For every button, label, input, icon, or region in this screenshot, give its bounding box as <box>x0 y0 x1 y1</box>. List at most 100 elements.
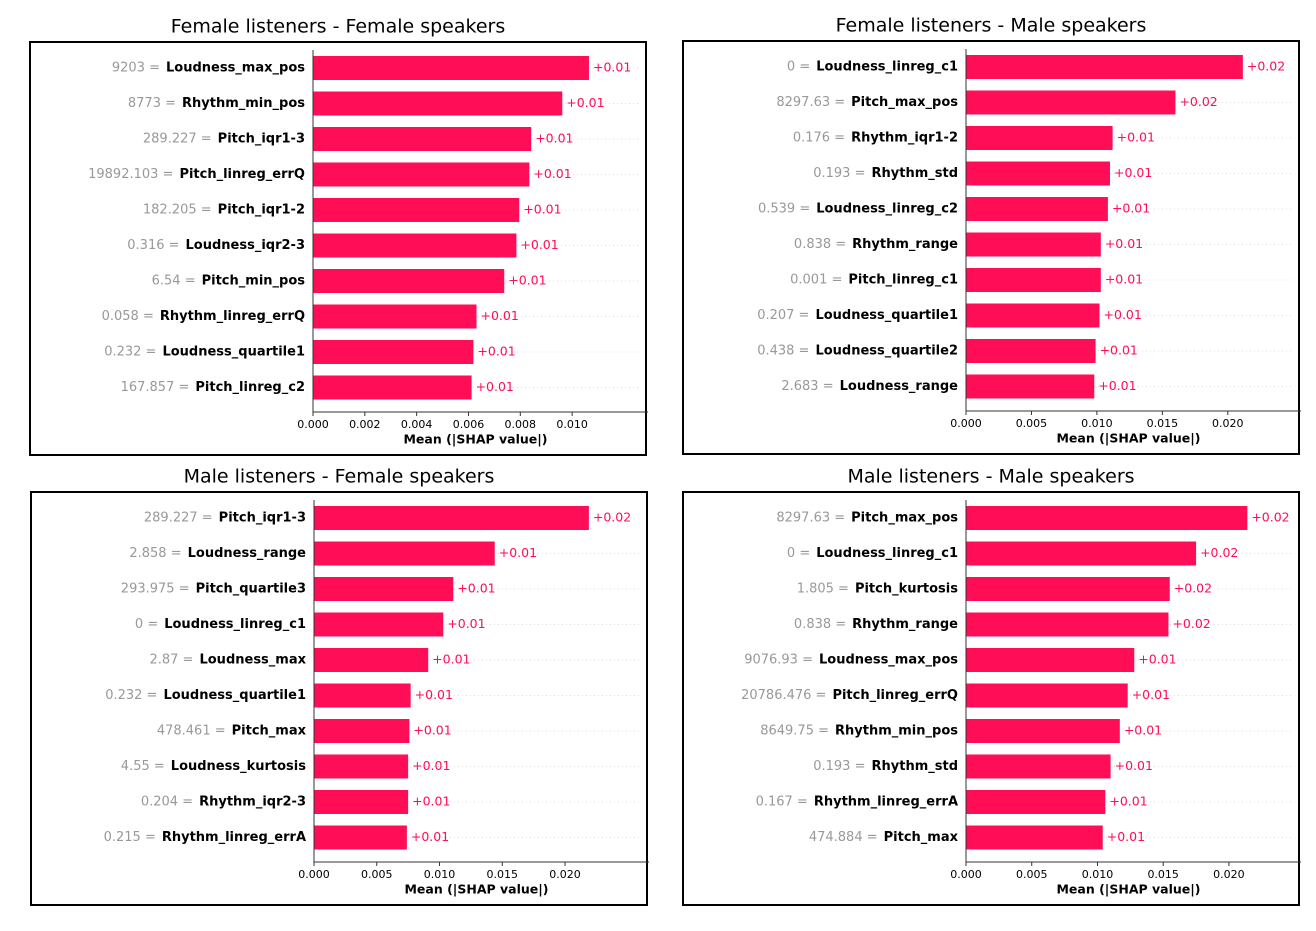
feature-name: Rhythm_iqr1-2 <box>851 131 958 146</box>
feature-value: 8773 = <box>128 96 176 111</box>
chart-panel: +0.02 Pitch_iqr1-3 289.227 = +0.01 Loudness_… <box>30 491 649 906</box>
feature-name: Pitch_max_pos <box>851 511 958 526</box>
feature-name: Pitch_linreg_errQ <box>179 167 305 182</box>
bar <box>966 683 1128 708</box>
feature-value: 4.55 = <box>121 759 165 774</box>
value-label: +0.01 <box>520 237 558 252</box>
value-label: +0.01 <box>1124 723 1162 738</box>
feature-value: 0.167 = <box>756 795 808 810</box>
feature-value: 1.805 = <box>797 582 849 597</box>
bar <box>966 790 1106 814</box>
bar <box>314 612 444 637</box>
feature-name: Rhythm_linreg_errQ <box>160 309 305 324</box>
feature-name: Pitch_iqr1-3 <box>218 132 305 147</box>
bar <box>314 541 495 566</box>
feature-value: 293.975 = <box>121 582 190 597</box>
feature-name: Loudness_linreg_c1 <box>816 60 958 75</box>
value-label: +0.01 <box>1105 236 1143 251</box>
value-label: +0.01 <box>1104 307 1142 322</box>
feature-value: 8297.63 = <box>776 95 845 110</box>
feature-value: 19892.103 = <box>88 167 173 182</box>
feature-name: Pitch_iqr1-2 <box>218 203 305 218</box>
bar <box>314 506 589 530</box>
bar <box>313 198 520 222</box>
value-label: +0.01 <box>1117 130 1155 145</box>
feature-name: Pitch_max <box>232 724 307 739</box>
value-label: +0.01 <box>411 829 449 844</box>
feature-value: 0.193 = <box>813 759 865 774</box>
feature-name: Loudness_linreg_c1 <box>164 617 306 632</box>
feature-name: Pitch_linreg_c1 <box>848 273 958 288</box>
bar <box>966 577 1170 601</box>
value-label: +0.01 <box>432 652 470 667</box>
value-label: +0.02 <box>1251 510 1289 525</box>
bar <box>966 268 1101 292</box>
x-tick-label: 0.010 <box>424 868 456 881</box>
bar <box>314 790 409 814</box>
x-tick-label: 0.015 <box>1147 868 1179 881</box>
value-label: +0.01 <box>535 131 573 146</box>
panel-border <box>30 491 648 906</box>
bar <box>966 90 1176 115</box>
bar <box>313 304 477 329</box>
value-label: +0.01 <box>1109 794 1147 809</box>
bar <box>313 127 532 151</box>
feature-value: 0.193 = <box>813 166 865 181</box>
feature-value: 0.215 = <box>104 830 156 845</box>
value-label: +0.01 <box>1098 378 1136 393</box>
x-axis-label: Mean (|SHAP value|) <box>1056 882 1200 897</box>
value-label: +0.01 <box>593 60 631 75</box>
value-label: +0.01 <box>1100 343 1138 358</box>
feature-value: 0.838 = <box>794 237 846 252</box>
feature-value: 0.176 = <box>793 131 845 146</box>
feature-value: 0.838 = <box>794 617 846 632</box>
feature-name: Loudness_max_pos <box>166 61 305 76</box>
feature-value: 0.207 = <box>757 308 809 323</box>
chart-title: Male listeners - Female speakers <box>184 466 495 488</box>
feature-name: Pitch_linreg_c2 <box>195 380 305 395</box>
value-label: +0.01 <box>1107 829 1145 844</box>
feature-name: Loudness_linreg_c2 <box>816 202 958 217</box>
feature-name: Pitch_min_pos <box>202 274 306 289</box>
bar <box>966 126 1113 150</box>
feature-value: 0.001 = <box>790 273 842 288</box>
bar <box>966 719 1120 743</box>
feature-value: 0 = <box>135 617 158 632</box>
chart-title: Female listeners - Female speakers <box>171 16 505 38</box>
value-label: +0.01 <box>476 379 514 394</box>
feature-name: Rhythm_linreg_errA <box>162 830 306 845</box>
feature-name: Rhythm_std <box>871 166 958 181</box>
feature-value: 9203 = <box>112 61 160 76</box>
feature-value: 0 = <box>787 546 810 561</box>
bar <box>313 233 517 258</box>
chart-title: Male listeners - Male speakers <box>847 466 1134 488</box>
feature-name: Loudness_range <box>188 546 307 561</box>
x-tick-label: 0.000 <box>297 418 329 431</box>
x-tick-label: 0.000 <box>950 868 982 881</box>
feature-name: Loudness_quartile1 <box>815 308 958 323</box>
x-tick-label: 0.005 <box>361 868 393 881</box>
bar <box>966 506 1248 530</box>
feature-value: 289.227 = <box>144 511 213 526</box>
value-label: +0.02 <box>1200 545 1238 560</box>
bar <box>313 56 589 80</box>
feature-name: Rhythm_std <box>871 759 958 774</box>
feature-name: Loudness_max_pos <box>819 653 958 668</box>
value-label: +0.01 <box>413 723 451 738</box>
feature-value: 20786.476 = <box>741 688 826 703</box>
value-label: +0.01 <box>508 273 546 288</box>
x-tick-label: 0.004 <box>401 418 433 431</box>
bar <box>966 339 1096 363</box>
panel-border <box>682 491 1300 906</box>
value-label: +0.01 <box>477 344 515 359</box>
x-tick-label: 0.000 <box>950 417 982 430</box>
feature-value: 8297.63 = <box>776 511 845 526</box>
bar <box>966 232 1101 257</box>
feature-name: Loudness_iqr2-3 <box>186 238 305 253</box>
x-axis-label: Mean (|SHAP value|) <box>1056 431 1200 446</box>
bar <box>313 340 474 364</box>
chart-panel: +0.02 Loudness_linreg_c1 0 = +0.02 Pitch_max… <box>682 40 1301 455</box>
feature-name: Loudness_quartile1 <box>163 688 306 703</box>
feature-value: 6.54 = <box>152 274 196 289</box>
